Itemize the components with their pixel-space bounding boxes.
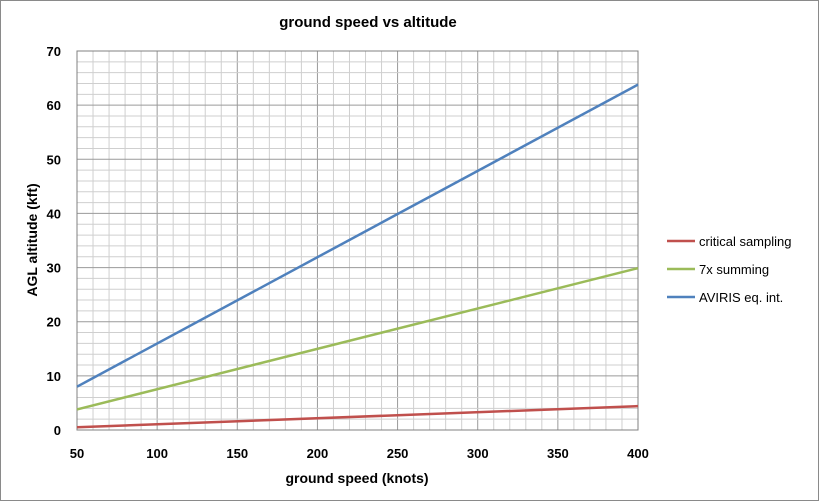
x-tick-label: 150	[226, 446, 248, 461]
y-axis-title: AGL altitude (kft)	[24, 183, 40, 296]
y-tick-label: 60	[47, 98, 61, 113]
series-line-1	[76, 266, 639, 411]
y-tick-label: 50	[47, 152, 61, 167]
legend: critical sampling 7x summing AVIRIS eq. in…	[667, 234, 791, 305]
x-tick-labels: 50 100 150 200 250 300 350 400	[70, 446, 649, 461]
chart-title: ground speed vs altitude	[279, 14, 457, 31]
x-tick-label: 350	[547, 446, 569, 461]
plot-border	[76, 50, 639, 431]
legend-label-2: AVIRIS eq. int.	[699, 290, 783, 305]
y-tick-label: 10	[47, 369, 61, 384]
grid-lines	[76, 50, 639, 431]
legend-label-1: 7x summing	[699, 262, 769, 277]
legend-label-0: critical sampling	[699, 234, 791, 249]
y-tick-labels: 0 10 20 30 40 50 60 70	[47, 44, 61, 438]
x-tick-label: 250	[387, 446, 409, 461]
x-axis-title: ground speed (knots)	[285, 470, 428, 486]
x-tick-label: 300	[467, 446, 489, 461]
series-line-0	[76, 404, 639, 429]
x-tick-label: 400	[627, 446, 649, 461]
y-tick-label: 70	[47, 44, 61, 59]
y-tick-label: 0	[54, 423, 61, 438]
x-tick-label: 50	[70, 446, 84, 461]
series-line-2	[76, 83, 639, 388]
x-tick-label: 200	[307, 446, 329, 461]
series-lines	[76, 83, 639, 429]
y-tick-label: 30	[47, 261, 61, 276]
y-tick-label: 20	[47, 315, 61, 330]
y-tick-label: 40	[47, 206, 61, 221]
x-tick-label: 100	[146, 446, 168, 461]
